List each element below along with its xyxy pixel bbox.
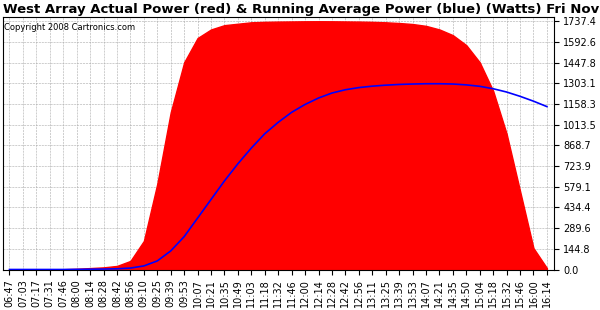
Text: West Array Actual Power (red) & Running Average Power (blue) (Watts) Fri Nov 21 : West Array Actual Power (red) & Running … bbox=[3, 3, 600, 16]
Text: Copyright 2008 Cartronics.com: Copyright 2008 Cartronics.com bbox=[4, 23, 135, 32]
